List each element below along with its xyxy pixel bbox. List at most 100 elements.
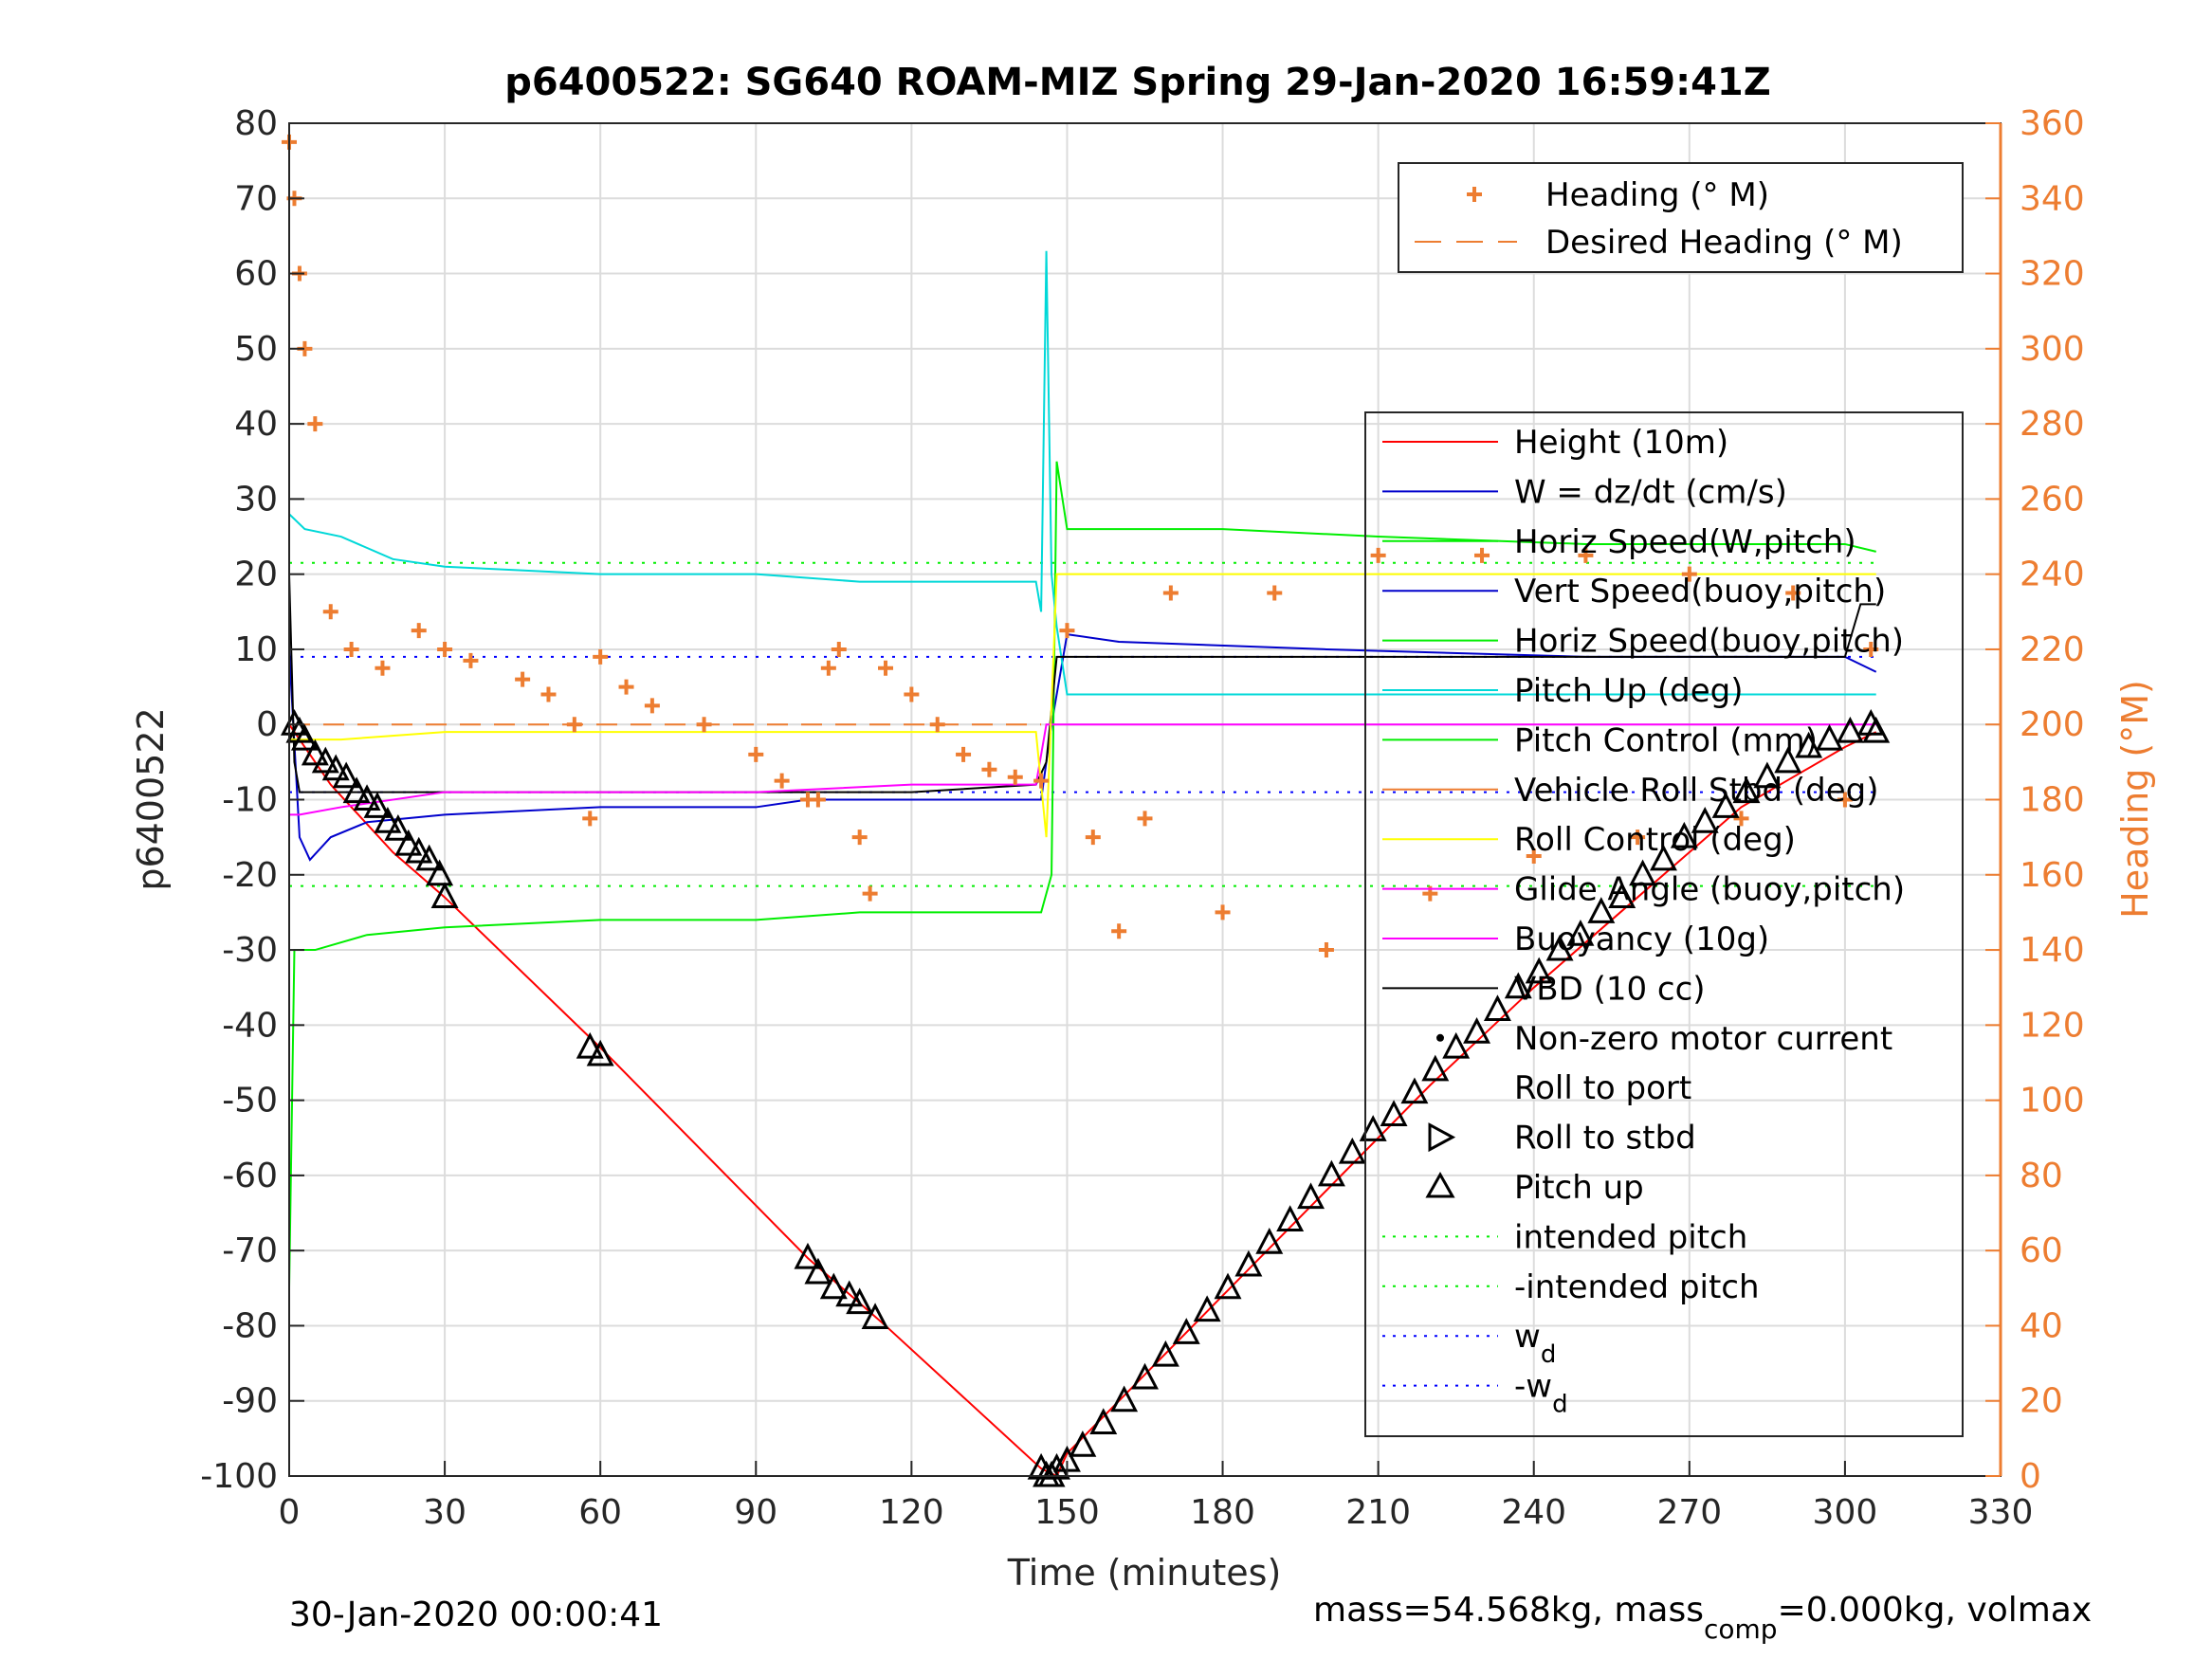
pitch-up-marker (1297, 1182, 1325, 1210)
y2-tick-label: 100 (2020, 1082, 2085, 1121)
legend-main-label: Roll to stbd (1514, 1120, 1696, 1158)
pitch-up-marker (1400, 1077, 1429, 1104)
heading-point (463, 652, 479, 668)
pitch-up-marker (1110, 1385, 1139, 1413)
legend-top-box (1398, 162, 1964, 273)
pitch-up-markers (280, 708, 1891, 1487)
footer-mass-tail: =0.000kg, volmax (1778, 1591, 2093, 1630)
pitch-up-marker (1732, 776, 1761, 804)
y-tick-label: -90 (222, 1382, 278, 1421)
x-ticks: 0 30 60 90 120 150 180 210 240 270 300 330 (279, 1461, 2034, 1532)
pitch-up-marker (353, 784, 381, 811)
pitch-up-marker (861, 1303, 889, 1330)
pitch-up-marker (1691, 807, 1719, 833)
heading-point (878, 660, 894, 676)
y2-tick-label: 360 (2020, 104, 2085, 143)
y-tick-label: -30 (222, 931, 278, 970)
legend-main-label: VBD (10 cc) (1514, 970, 1706, 1008)
x-tick-label: 60 (578, 1493, 622, 1532)
heading-point (593, 648, 609, 665)
heading-point (1215, 904, 1231, 921)
y2-tick-label: 280 (2020, 405, 2085, 444)
series-line-buoyancy-10g- (289, 723, 1876, 816)
series-line-vert-speed-buoy-pitch- (288, 250, 1876, 696)
x-tick-label: 90 (734, 1493, 777, 1532)
x-tick-label: 120 (879, 1493, 944, 1532)
y-tick-label: 0 (256, 705, 278, 744)
heading-point (1007, 769, 1023, 785)
legend-main-label: Horiz Speed(W,pitch) (1514, 523, 1856, 561)
heading-point (1630, 830, 1646, 846)
heading-point (1267, 585, 1283, 601)
heading-point (862, 885, 878, 902)
pitch-up-marker (1442, 1031, 1471, 1059)
y-tick-label: 80 (234, 104, 278, 143)
y2-tick-label: 180 (2020, 781, 2085, 820)
series-line-height-10m- (288, 723, 1877, 1478)
pitch-up-marker (384, 813, 412, 841)
legend-main-label: Non-zero motor current (1514, 1020, 1892, 1058)
heading-point (810, 792, 826, 808)
legend-main-label: Vehicle Roll Stbd (deg) (1514, 772, 1879, 810)
heading-point (1578, 547, 1594, 563)
y-tick-label: -50 (222, 1082, 278, 1121)
pitch-up-marker (1525, 957, 1553, 984)
footer-mass-text: mass=54.568kg, mass (1313, 1591, 1704, 1630)
legend-main-label-sub: d (1552, 1391, 1568, 1419)
legend-top: Heading (° M) Desired Heading (° M) (1398, 162, 1964, 273)
heading-point (375, 660, 391, 676)
legend-main-label: Horiz Speed(buoy,pitch) (1514, 623, 1904, 661)
pitch-up-marker (415, 844, 444, 871)
y2-tick-label: 0 (2020, 1457, 2041, 1496)
pitch-up-marker (1276, 1205, 1305, 1231)
pitch-up-marker (1255, 1227, 1284, 1254)
legend-main: Height (10m) W = dz/dt (cm/s) Horiz Speed(… (1364, 411, 1964, 1437)
pitch-up-marker (1043, 1452, 1070, 1480)
heading-point (1111, 923, 1127, 939)
y2-tick-label: 240 (2020, 556, 2085, 594)
y-tick-label: -20 (222, 856, 278, 895)
heading-point (1681, 566, 1697, 582)
heading-point (1085, 830, 1101, 846)
x-tick-label: 330 (1968, 1493, 2034, 1532)
heading-point (1474, 547, 1490, 563)
y2-tick-label: 160 (2020, 856, 2085, 895)
y-tick-label: -60 (222, 1157, 278, 1195)
y2-tick-label: 80 (2020, 1157, 2063, 1195)
legend-main-label: Height (10m) (1514, 424, 1728, 462)
y2-tick-label: 140 (2020, 931, 2085, 970)
pitch-up-marker (804, 1257, 832, 1285)
x-tick-label: 240 (1501, 1493, 1566, 1532)
heading-point (981, 761, 997, 777)
footer-mass: mass=54.568kg, masscomp=0.000kg, volmax (1313, 1591, 2092, 1645)
y2-tick-label: 220 (2020, 630, 2085, 669)
legend-main-swatch (1428, 1122, 1456, 1153)
heading-point (1162, 585, 1179, 601)
pitch-up-marker (430, 882, 459, 909)
pitch-up-marker (1795, 731, 1823, 758)
legend-main-label: Pitch Control (mm) (1514, 721, 1818, 759)
y2-tick-label: 60 (2020, 1231, 2063, 1270)
pitch-up-marker (1172, 1318, 1200, 1344)
legend-main-label: -intended pitch (1514, 1268, 1760, 1306)
legend-main-label: Roll to port (1514, 1069, 1691, 1107)
y-tick-label: 70 (234, 179, 278, 218)
heading-point (644, 698, 660, 714)
heading-point (1059, 623, 1075, 639)
legend-main-label: Vert Speed(buoy,pitch) (1514, 573, 1886, 611)
heading-point (1785, 585, 1801, 601)
pitch-up-marker (835, 1280, 864, 1307)
pitch-up-marker (1711, 792, 1740, 818)
x-axis-label: Time (minutes) (1007, 1552, 1282, 1594)
y-tick-label: 20 (234, 556, 278, 594)
pitch-up-marker (1193, 1295, 1221, 1322)
pitch-up-marker (363, 792, 392, 818)
heading-point (904, 686, 920, 702)
y2-tick-label: 320 (2020, 255, 2085, 294)
series-line-horiz-speed-w-pitch- (288, 461, 1876, 1288)
y2-tick-label: 20 (2020, 1382, 2063, 1421)
heading-point (1863, 641, 1879, 657)
pitch-up-marker (1380, 1100, 1408, 1126)
heading-point (515, 671, 531, 687)
series-lines (288, 250, 1877, 1478)
